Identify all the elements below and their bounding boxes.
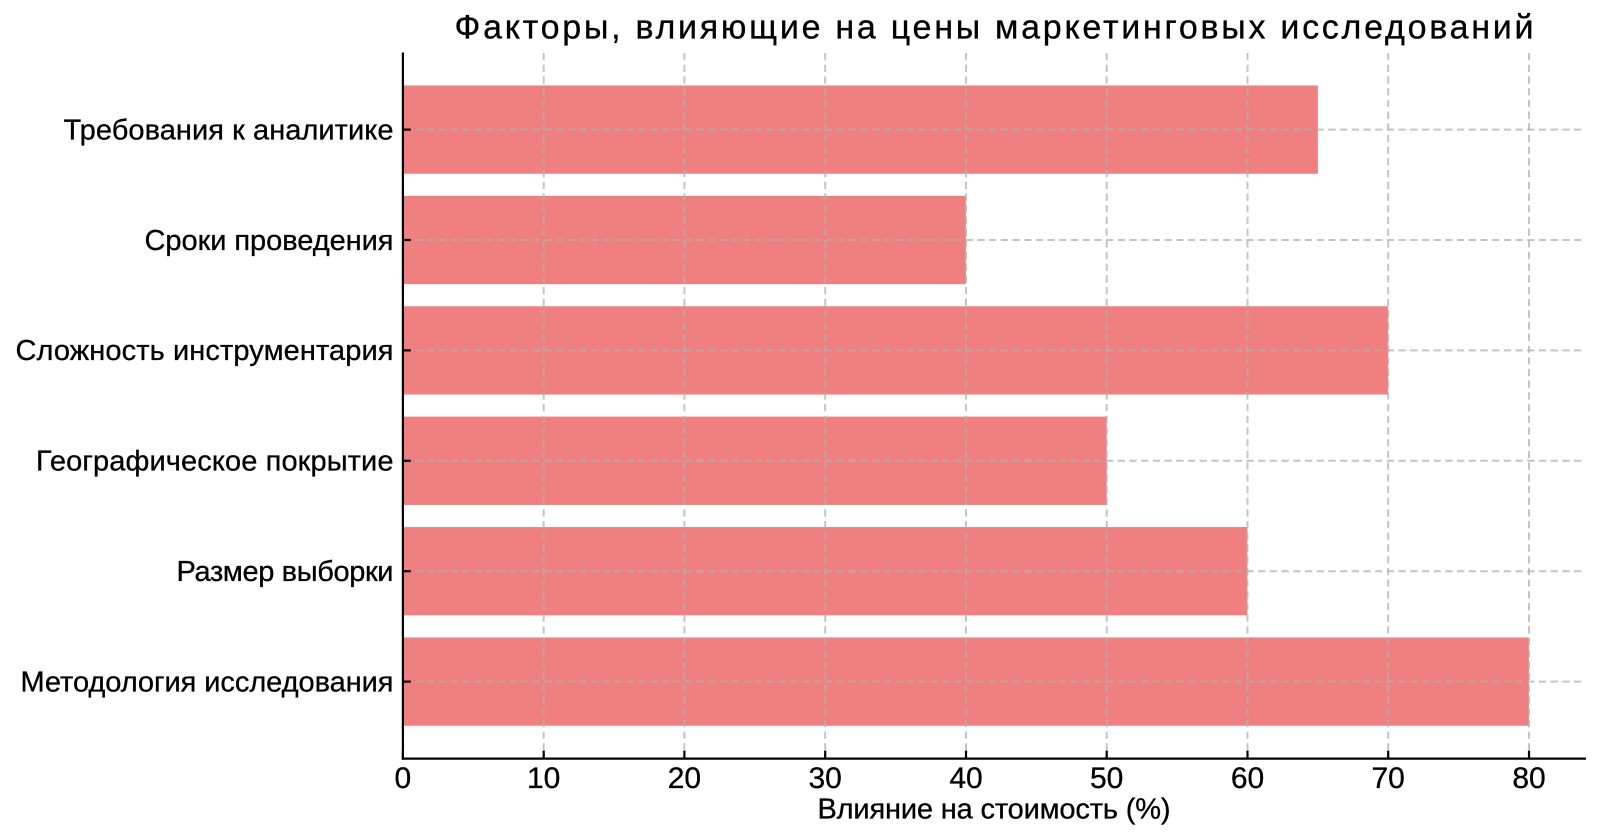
svg-text:30: 30 xyxy=(809,762,842,795)
svg-text:40: 40 xyxy=(949,762,982,795)
svg-text:Влияние на стоимость (%): Влияние на стоимость (%) xyxy=(818,794,1171,826)
svg-text:50: 50 xyxy=(1090,762,1123,795)
svg-text:Сложность инструментария: Сложность инструментария xyxy=(16,335,394,367)
svg-text:60: 60 xyxy=(1231,762,1264,795)
svg-text:Сроки проведения: Сроки проведения xyxy=(145,225,394,257)
svg-text:Методология исследования: Методология исследования xyxy=(21,666,394,698)
svg-text:Требования к аналитике: Требования к аналитике xyxy=(64,114,394,146)
svg-text:Размер выборки: Размер выборки xyxy=(177,556,394,588)
svg-text:70: 70 xyxy=(1372,762,1405,795)
svg-text:0: 0 xyxy=(395,762,412,795)
svg-text:Географическое покрытие: Географическое покрытие xyxy=(36,446,394,478)
svg-text:10: 10 xyxy=(527,762,560,795)
svg-text:20: 20 xyxy=(668,762,701,795)
svg-text:80: 80 xyxy=(1512,762,1545,795)
